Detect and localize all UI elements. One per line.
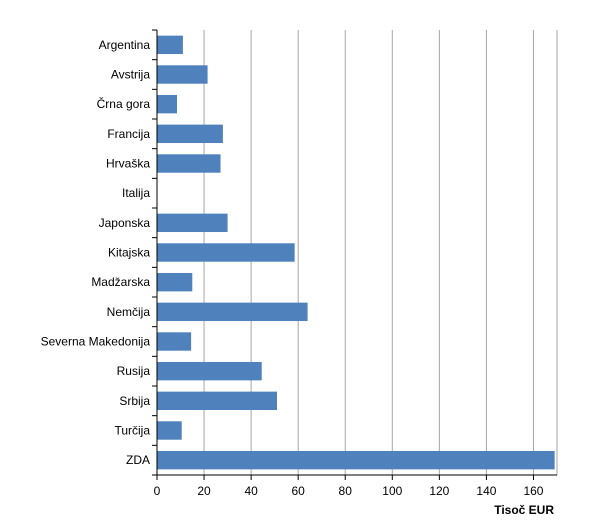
bar — [157, 65, 208, 84]
category-label: Hrvaška — [106, 157, 150, 171]
category-label: Turčija — [114, 424, 150, 438]
category-label: Japonska — [99, 216, 151, 230]
bars — [157, 35, 555, 470]
bar — [157, 272, 193, 292]
bar — [157, 213, 228, 233]
x-tick-label: 160 — [523, 484, 543, 498]
bar — [157, 361, 262, 381]
x-tick-label: 40 — [244, 484, 258, 498]
category-label: Francija — [107, 127, 150, 141]
category-labels: Argentina Avstrija Črna gora Francija Hrvašk… — [41, 38, 151, 467]
x-tick-labels: 0 20 40 60 80 100 120 140 160 — [154, 484, 544, 498]
category-label: Avstrija — [111, 68, 150, 82]
bar — [157, 124, 223, 144]
category-label: Italija — [122, 186, 150, 200]
bar — [157, 332, 192, 351]
category-label: Črna gora — [97, 96, 151, 111]
bar — [157, 302, 308, 322]
x-tick-label: 100 — [382, 484, 402, 498]
category-label: Argentina — [99, 38, 151, 52]
category-label: ZDA — [126, 453, 150, 467]
bar — [157, 35, 183, 55]
category-label: Rusija — [117, 364, 151, 378]
x-tick-label: 80 — [339, 484, 353, 498]
category-label: Srbija — [119, 394, 150, 408]
bar — [157, 450, 555, 470]
bar — [157, 243, 295, 262]
bar — [157, 154, 221, 173]
category-label: Severna Makedonija — [41, 335, 151, 349]
x-tick-label: 0 — [154, 484, 161, 498]
x-tick-label: 60 — [291, 484, 305, 498]
axes — [152, 29, 557, 480]
category-label: Kitajska — [108, 246, 150, 260]
category-label: Madžarska — [91, 275, 150, 289]
gridlines — [203, 30, 558, 475]
x-tick-label: 20 — [197, 484, 211, 498]
x-axis-title: Tisoč EUR — [494, 503, 554, 517]
bar — [157, 94, 177, 114]
category-label: Nemčija — [107, 305, 151, 319]
x-tick-label: 140 — [476, 484, 496, 498]
bar — [157, 391, 277, 411]
x-tick-label: 120 — [429, 484, 449, 498]
bar — [157, 421, 182, 440]
